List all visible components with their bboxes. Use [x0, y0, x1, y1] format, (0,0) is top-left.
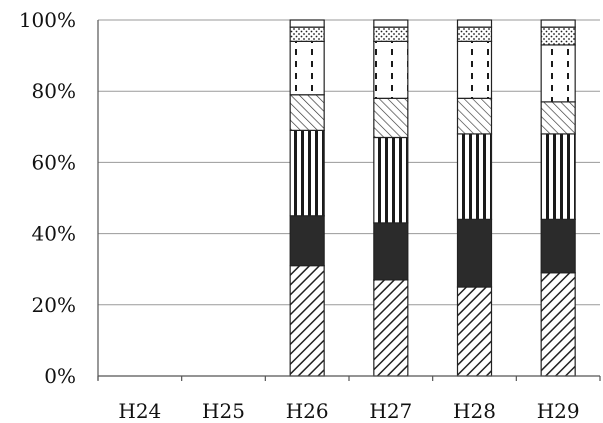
bar-stack-H26: [289, 19, 325, 377]
y-tick-label-60: 60%: [32, 150, 76, 174]
bar-segment-H27-vertical-stripes: [373, 136, 409, 224]
bar-segment-H29-white: [540, 19, 576, 28]
bar-segment-H27-diagonal-light: [373, 97, 409, 139]
bar-segment-H27-solid-dark: [373, 222, 409, 281]
bar-segment-H26-dots: [289, 26, 325, 42]
bar-segment-H29-vertical-stripes: [540, 133, 576, 220]
bar-segment-H26-white: [289, 19, 325, 28]
bar-stacks: [289, 19, 576, 377]
bar-segment-H26-diagonal-dense: [289, 265, 325, 377]
bar-segment-H29-diagonal-dense: [540, 272, 576, 377]
y-tick-labels: 0% 20% 40% 60% 80% 100%: [19, 8, 76, 388]
bar-segment-H27-dots: [373, 26, 409, 42]
y-tick-label-100: 100%: [19, 8, 76, 32]
x-tick-label-H29: H29: [537, 399, 580, 423]
bar-segment-H28-white: [456, 19, 493, 28]
bar-segment-H28-vertical-dashes: [456, 40, 493, 99]
axes: [97, 20, 601, 381]
bar-segment-H28-solid-dark: [456, 218, 493, 288]
x-tick-label-H27: H27: [369, 399, 412, 423]
bar-segment-H29-vertical-dashes: [540, 44, 576, 103]
x-tick-labels: H24 H25 H26 H27 H28 H29: [118, 399, 579, 423]
bar-segment-H29-solid-dark: [540, 218, 576, 274]
y-tick-label-0: 0%: [44, 364, 76, 388]
x-tick-label-H24: H24: [118, 399, 161, 423]
bar-segment-H26-vertical-dashes: [289, 40, 325, 96]
grid-lines: [98, 19, 600, 306]
bar-segment-H27-diagonal-dense: [373, 279, 409, 377]
x-tick-label-H26: H26: [286, 399, 329, 423]
bar-segment-H26-diagonal-light: [289, 94, 325, 131]
bar-segment-H28-dots: [456, 26, 493, 42]
bar-segment-H27-vertical-dashes: [373, 40, 409, 99]
x-tick-label-H25: H25: [202, 399, 245, 423]
bar-segment-H28-diagonal-dense: [456, 286, 493, 377]
bar-segment-H26-vertical-stripes: [289, 129, 325, 217]
y-tick-label-80: 80%: [32, 79, 76, 103]
bar-segment-H29-dots: [540, 26, 576, 46]
y-tick-label-20: 20%: [32, 293, 76, 317]
x-tick-label-H28: H28: [453, 399, 496, 423]
bar-segment-H28-vertical-stripes: [456, 133, 493, 220]
bar-stack-H27: [373, 19, 409, 377]
bar-segment-H27-white: [373, 19, 409, 28]
bar-segment-H26-solid-dark: [289, 215, 325, 267]
bar-stack-H29: [540, 19, 576, 377]
y-tick-label-40: 40%: [32, 222, 76, 246]
bar-segment-H28-diagonal-light: [456, 97, 493, 135]
bar-segment-H29-diagonal-light: [540, 101, 576, 135]
bar-stack-H28: [456, 19, 493, 377]
